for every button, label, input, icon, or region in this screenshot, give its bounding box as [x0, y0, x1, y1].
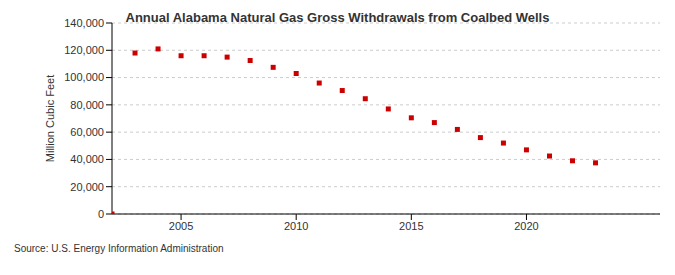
svg-text:140,000: 140,000	[64, 17, 104, 29]
svg-text:2015: 2015	[399, 220, 423, 232]
svg-text:120,000: 120,000	[64, 44, 104, 56]
svg-text:40,000: 40,000	[70, 153, 104, 165]
svg-text:0: 0	[98, 208, 104, 220]
html-text:Annual Alabama Natural Gas Gro: Annual Alabama Natural Gas Gross Withdra…	[125, 10, 550, 25]
svg-text:2020: 2020	[514, 220, 538, 232]
svg-text:2005: 2005	[169, 220, 193, 232]
svg-text:100,000: 100,000	[64, 71, 104, 83]
svg-text:60,000: 60,000	[70, 126, 104, 138]
svg-text:80,000: 80,000	[70, 99, 104, 111]
svg-text:Million Cubic Feet: Million Cubic Feet	[44, 75, 56, 162]
html-text:Source: U.S. Energy Informatio: Source: U.S. Energy Information Administ…	[14, 243, 224, 254]
svg-text:20,000: 20,000	[70, 181, 104, 193]
svg-text:2010: 2010	[284, 220, 308, 232]
